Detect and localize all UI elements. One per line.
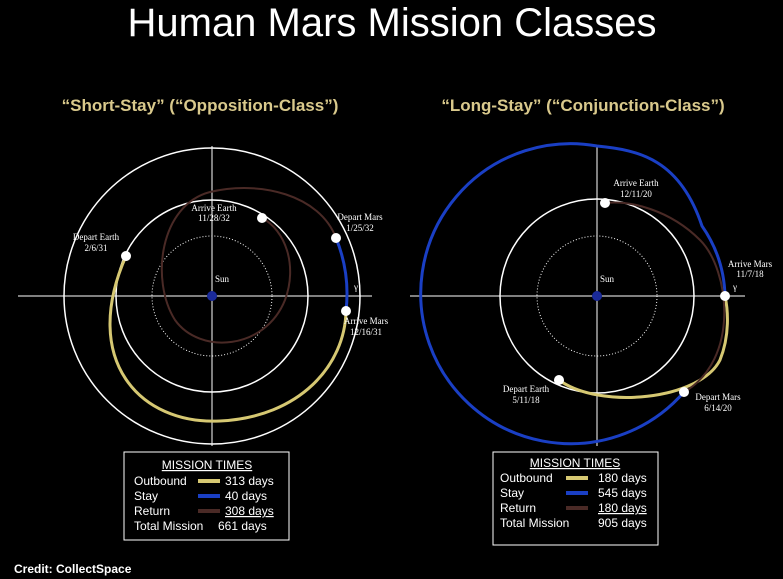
row-value: 308 days	[225, 504, 274, 518]
mars-orbit	[63, 147, 361, 445]
swatch	[198, 509, 220, 513]
swatch	[198, 494, 220, 498]
row-label: Outbound	[134, 474, 187, 488]
event-label: Depart Earth	[73, 232, 120, 242]
swatch	[566, 506, 588, 510]
earth-orbit	[115, 199, 309, 393]
box-heading: MISSION TIMES	[530, 456, 620, 470]
row-label: Outbound	[500, 471, 553, 485]
short-stay-panel: “Short-Stay” (“Opposition-Class”) Sun γ …	[18, 96, 389, 541]
box-heading: MISSION TIMES	[162, 458, 252, 472]
event-dot	[679, 387, 689, 397]
row-label: Stay	[500, 486, 524, 500]
panel-title: “Long-Stay” (“Conjunction-Class”)	[441, 96, 724, 115]
event-date: 2/6/31	[84, 243, 107, 253]
event-dot	[554, 375, 564, 385]
row-label: Return	[134, 504, 170, 518]
event-dot	[121, 251, 131, 261]
long-stay-panel: “Long-Stay” (“Conjunction-Class”) Sun γ …	[410, 96, 773, 546]
event-label: Arrive Mars	[344, 316, 389, 326]
row-label: Stay	[134, 489, 158, 503]
event-dot	[331, 233, 341, 243]
event-date: 6/14/20	[704, 403, 732, 413]
stay-path	[334, 237, 349, 312]
total-label: Total Mission	[134, 519, 203, 533]
row-value: 180 days	[598, 471, 647, 485]
event-date: 12/16/31	[350, 327, 382, 337]
event-label: Arrive Earth	[613, 178, 659, 188]
row-label: Return	[500, 501, 536, 515]
row-value: 313 days	[225, 474, 274, 488]
total-value: 905 days	[598, 516, 647, 530]
event-date: 11/7/18	[736, 269, 764, 279]
sun	[207, 291, 217, 301]
row-value: 180 days	[598, 501, 647, 515]
return-path	[160, 187, 337, 344]
sun	[592, 291, 602, 301]
event-dot	[720, 291, 730, 301]
event-label: Depart Earth	[503, 384, 550, 394]
sun-label: Sun	[215, 274, 230, 284]
event-label: Depart Mars	[337, 212, 383, 222]
event-dot	[341, 306, 351, 316]
outbound-path	[108, 255, 348, 423]
event-date: 11/28/32	[198, 213, 230, 223]
venus-orbit	[151, 235, 273, 357]
event-label: Arrive Earth	[191, 203, 237, 213]
outbound-path	[558, 295, 729, 399]
row-value: 40 days	[225, 489, 267, 503]
panel-title: “Short-Stay” (“Opposition-Class”)	[62, 96, 339, 115]
event-label: Arrive Mars	[728, 259, 773, 269]
total-value: 661 days	[218, 519, 267, 533]
earth-orbit	[499, 198, 695, 394]
mission-times-box	[492, 451, 659, 546]
total-label: Total Mission	[500, 516, 569, 530]
return-path	[604, 201, 726, 393]
event-date: 1/25/32	[346, 223, 374, 233]
swatch	[198, 479, 220, 483]
row-value: 545 days	[598, 486, 647, 500]
slide-title: Human Mars Mission Classes	[127, 1, 656, 45]
stay-path	[419, 142, 727, 446]
event-date: 5/11/18	[512, 395, 540, 405]
event-date: 12/11/20	[620, 189, 652, 199]
vernal-symbol: γ	[732, 282, 737, 292]
vernal-symbol: γ	[353, 282, 358, 292]
sun-label: Sun	[600, 274, 615, 284]
venus-orbit	[536, 235, 658, 357]
swatch	[566, 476, 588, 480]
swatch	[566, 491, 588, 495]
credit: Credit: CollectSpace	[14, 562, 132, 576]
event-label: Depart Mars	[695, 392, 741, 402]
event-dot	[600, 198, 610, 208]
event-dot	[257, 213, 267, 223]
